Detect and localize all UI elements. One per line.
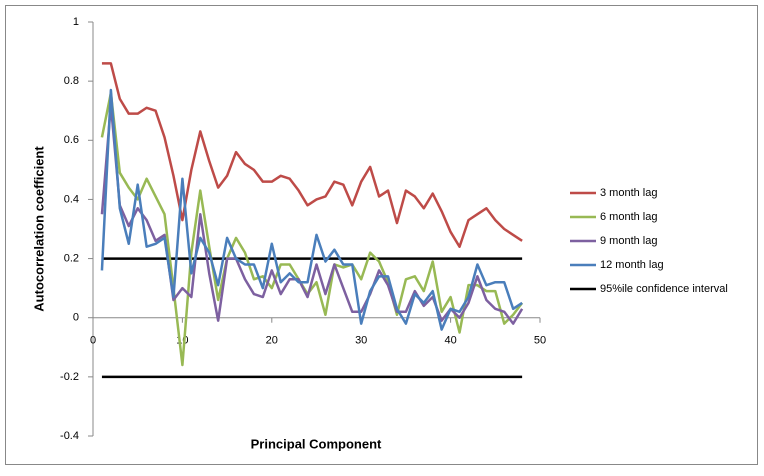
y-tick-label: 0.2 [64, 252, 79, 264]
x-tick-label: 30 [355, 335, 367, 347]
series-line [101, 62, 523, 248]
legend-label: 12 month lag [600, 259, 664, 271]
y-tick-label: 0.6 [64, 134, 79, 146]
x-tick-label: 0 [90, 335, 96, 347]
y-axis-title: Autocorrelation coefficient [31, 146, 46, 312]
series-line [100, 91, 524, 367]
legend-label: 6 month lag [600, 211, 657, 223]
series-line [100, 88, 523, 331]
x-axis-title: Principal Component [251, 436, 382, 451]
legend-label: 3 month lag [600, 187, 657, 199]
x-tick-label: 40 [444, 335, 456, 347]
x-tick-label: 50 [534, 335, 546, 347]
y-tick-label: 0.4 [64, 193, 79, 205]
y-tick-label: 1 [73, 16, 79, 28]
y-tick-label: -0.4 [60, 430, 79, 442]
y-tick-label: -0.2 [60, 371, 79, 383]
legend-label: 9 month lag [600, 235, 657, 247]
y-tick-label: 0.8 [64, 75, 79, 87]
legend-label: 95%ile confidence interval [600, 283, 728, 295]
x-tick-label: 20 [266, 335, 278, 347]
y-tick-label: 0 [73, 312, 79, 324]
